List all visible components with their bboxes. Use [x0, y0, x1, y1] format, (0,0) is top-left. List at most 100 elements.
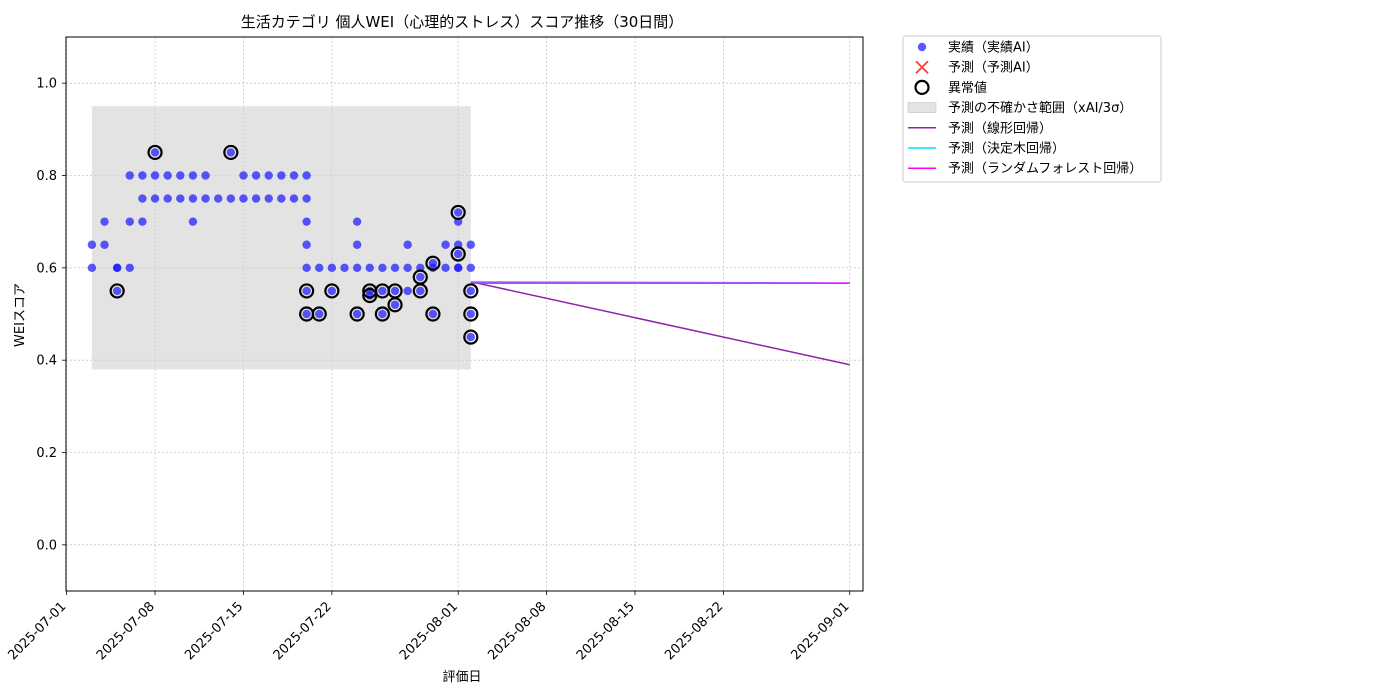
data-point: [390, 286, 400, 296]
data-point: [302, 240, 311, 249]
legend-label: 予測（ランダムフォレスト回帰）: [948, 161, 1142, 177]
data-point: [315, 263, 324, 273]
legend-label: 予測の不確かさ範囲（xAI/3σ）: [948, 100, 1132, 116]
data-point: [264, 171, 273, 180]
legend-label: 予測（線形回帰）: [948, 120, 1052, 136]
data-point: [453, 208, 463, 217]
data-point: [214, 194, 223, 203]
anomaly-marker: [147, 144, 163, 161]
anomaly-marker: [299, 283, 315, 299]
data-point: [138, 194, 147, 203]
data-point: [428, 309, 438, 319]
data-point: [163, 194, 172, 203]
data-point: [390, 263, 400, 273]
data-point: [277, 194, 286, 203]
data-point: [466, 286, 476, 296]
uncertainty-band-rect: [91, 106, 471, 370]
actual-points: [87, 148, 476, 342]
legend-swatch-actual: [917, 42, 927, 52]
data-point: [416, 272, 425, 282]
y-tick-label: 0.6: [36, 261, 57, 276]
data-point: [251, 194, 261, 203]
data-point: [403, 263, 412, 273]
data-point: [138, 217, 147, 226]
data-point: [100, 217, 109, 226]
data-point: [302, 217, 311, 226]
data-point: [201, 194, 210, 203]
data-point: [125, 171, 134, 180]
legend-label: 異常値: [948, 80, 987, 96]
data-point: [150, 194, 160, 203]
x-tick-label: 2025-07-08: [94, 599, 158, 663]
anomaly-marker: [450, 246, 466, 262]
anomaly-marker: [362, 287, 378, 304]
data-point: [378, 309, 387, 319]
anomaly-marker: [311, 306, 327, 322]
data-point: [289, 194, 299, 203]
data-point: [390, 300, 400, 309]
data-point: [466, 332, 476, 342]
data-point: [453, 263, 463, 273]
legend-swatch-anomaly: [914, 79, 930, 96]
data-point: [125, 263, 134, 273]
legend-swatch-band: [907, 102, 937, 113]
y-tick-label: 0.4: [36, 354, 57, 369]
legend-box: [902, 35, 1162, 183]
x-tick-label: 2025-07-01: [5, 599, 69, 663]
data-point: [340, 263, 349, 273]
anomaly-marker: [324, 283, 340, 299]
data-point: [441, 263, 450, 273]
legend-swatch-predicted: [915, 60, 929, 74]
data-point: [466, 309, 476, 319]
y-tick-label: 0.0: [36, 538, 57, 553]
data-point: [365, 263, 374, 273]
legend-label: 予測（予測AI）: [948, 61, 1039, 76]
data-point: [112, 263, 122, 273]
data-point: [239, 194, 248, 203]
data-point: [277, 171, 286, 180]
data-point: [264, 194, 273, 203]
data-point: [466, 263, 476, 273]
plot-frame: [65, 36, 864, 592]
data-point: [125, 217, 134, 226]
data-point: [453, 249, 463, 259]
anomaly-marker: [425, 255, 441, 271]
data-point: [188, 194, 198, 203]
data-point: [302, 263, 311, 273]
x-tick-label: 2025-09-01: [789, 599, 853, 663]
data-point: [378, 263, 387, 273]
data-point: [87, 240, 97, 249]
data-point: [327, 263, 337, 273]
anomaly-marker: [450, 204, 466, 221]
data-point: [289, 171, 299, 180]
x-tick-label: 2025-08-15: [574, 599, 638, 663]
data-point: [201, 171, 210, 180]
data-point: [378, 286, 387, 296]
anomaly-marker: [463, 306, 479, 322]
legend-label: 実績（実績AI）: [948, 40, 1039, 56]
data-point: [327, 286, 337, 296]
data-point: [112, 286, 122, 296]
anomaly-marker: [109, 283, 125, 299]
y-tick-label: 1.0: [36, 77, 57, 92]
data-point: [163, 171, 172, 180]
chart-title: 生活カテゴリ 個人WEI（心理的ストレス）スコア推移（30日間）: [241, 13, 684, 31]
data-point: [150, 148, 160, 157]
x-tick-label: 2025-08-22: [662, 599, 726, 663]
data-point: [239, 171, 248, 180]
x-axis-label: 評価日: [442, 670, 481, 685]
data-point: [466, 240, 476, 249]
data-point: [226, 194, 236, 203]
data-point: [226, 148, 236, 157]
data-point: [441, 240, 450, 249]
data-point: [403, 240, 412, 249]
data-point: [302, 286, 311, 296]
uncertainty-band: [91, 106, 471, 370]
x-tick-label: 2025-07-15: [182, 599, 246, 663]
x-tick-label: 2025-08-08: [485, 599, 549, 663]
data-point: [403, 286, 412, 296]
x-tick-label: 2025-07-22: [271, 599, 335, 663]
anomaly-rings: [109, 144, 479, 345]
data-point: [352, 309, 362, 319]
